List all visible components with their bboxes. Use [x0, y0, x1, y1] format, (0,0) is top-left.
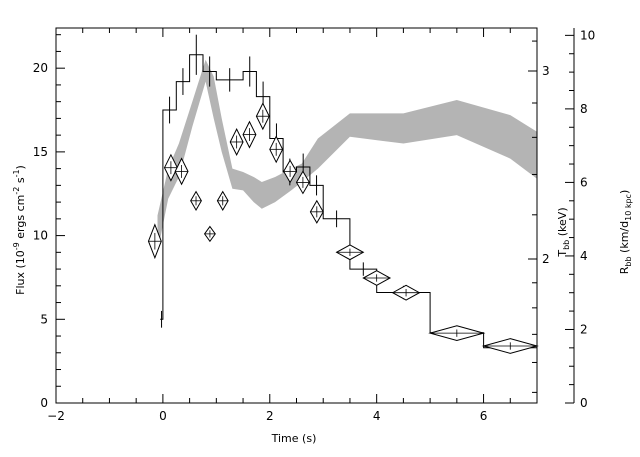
x-tick-label: 2	[266, 409, 274, 423]
temperature-band	[157, 59, 537, 253]
flux-tick-label: 15	[33, 145, 48, 159]
radius-tick-label: 0	[580, 396, 588, 410]
y-axis-title-temperature: Tbb (keV)	[556, 207, 571, 257]
radius-tick-label: 10	[580, 28, 595, 42]
radius-tick-label: 4	[580, 249, 588, 263]
flux-tick-label: 0	[40, 396, 48, 410]
temperature-band-layer	[157, 59, 537, 253]
y-axis-title-flux: Flux (10-9 ergs cm-2 s-1)	[12, 165, 27, 295]
flux-tick-label: 20	[33, 61, 48, 75]
flux-tick-label: 5	[40, 312, 48, 326]
flux-histogram-layer	[160, 34, 537, 353]
temperature-tick-label: 3	[542, 64, 550, 78]
x-tick-label: −2	[47, 409, 65, 423]
radius-diamond-layer	[147, 102, 539, 354]
flux-tick-label: 10	[33, 229, 48, 243]
x-tick-label: 4	[373, 409, 381, 423]
x-tick-label: 6	[480, 409, 488, 423]
radius-tick-label: 2	[580, 322, 588, 336]
plot-frame	[55, 27, 538, 404]
temperature-tick-label: 2	[542, 252, 550, 266]
y-axis-title-radius: Rbb (km/d10 kpc)	[618, 190, 633, 275]
radius-tick-label: 8	[580, 102, 588, 116]
radius-tick-label: 6	[580, 175, 588, 189]
x-axis-title: Time (s)	[271, 432, 317, 445]
x-tick-label: 0	[159, 409, 167, 423]
